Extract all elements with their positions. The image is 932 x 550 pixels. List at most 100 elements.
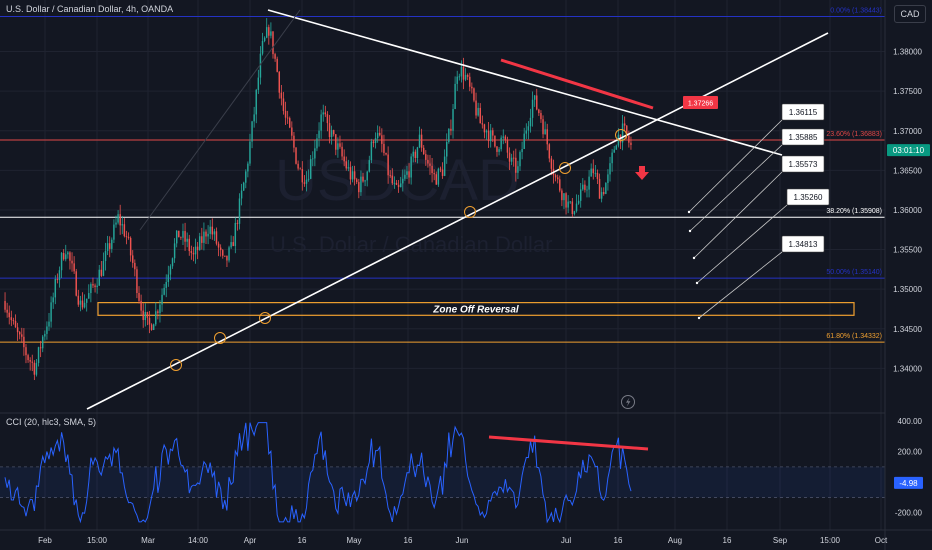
candle-body bbox=[121, 224, 124, 226]
drawing-tools[interactable] bbox=[86, 9, 829, 410]
target-box bbox=[781, 155, 825, 173]
candle-body bbox=[268, 27, 270, 36]
price-tick: 1.34500 bbox=[893, 325, 922, 334]
cci-tick: -200.00 bbox=[895, 509, 923, 518]
candle-body bbox=[316, 138, 318, 149]
candle-body bbox=[213, 231, 216, 235]
candle-body bbox=[157, 311, 159, 314]
candle-body bbox=[150, 324, 153, 330]
time-tick: Oct bbox=[875, 536, 888, 545]
candle-body bbox=[88, 293, 90, 299]
cci-divergence-line bbox=[488, 435, 649, 451]
candle-body bbox=[391, 175, 394, 184]
candle-body bbox=[236, 222, 239, 224]
candle-body bbox=[611, 152, 613, 164]
candle-body bbox=[167, 274, 170, 282]
candle-body bbox=[404, 174, 406, 179]
target-box bbox=[786, 188, 830, 206]
candle-body bbox=[90, 284, 92, 294]
candle-body bbox=[169, 266, 172, 275]
candle-body bbox=[132, 255, 134, 263]
candle-body bbox=[165, 281, 167, 288]
candle-body bbox=[412, 151, 414, 157]
price-tick: 1.37500 bbox=[893, 87, 922, 96]
candle-body bbox=[420, 134, 423, 148]
candle-body bbox=[592, 168, 595, 174]
candle-body bbox=[96, 285, 98, 288]
target-leader bbox=[698, 251, 783, 319]
candle-body bbox=[466, 74, 469, 77]
price-tick: 1.37000 bbox=[893, 127, 922, 136]
symbol-title[interactable]: U.S. Dollar / Canadian Dollar, 4h, OANDA bbox=[6, 4, 174, 14]
candle-body bbox=[115, 222, 117, 225]
currency-button[interactable]: CAD bbox=[894, 5, 926, 23]
descending-trendline bbox=[267, 9, 783, 156]
candle-body bbox=[492, 130, 494, 136]
candle-body bbox=[85, 298, 88, 303]
candle-body bbox=[31, 361, 33, 363]
price-tick: 1.35500 bbox=[893, 246, 922, 255]
candle-body bbox=[284, 110, 287, 118]
lightning-icon[interactable] bbox=[621, 395, 635, 409]
reversal-zone: Zone Off Reversal bbox=[97, 302, 855, 316]
candle-body bbox=[485, 130, 488, 133]
candle-body bbox=[598, 178, 601, 199]
candle-body bbox=[385, 152, 387, 155]
ascending-trendline bbox=[86, 32, 829, 410]
candle-body bbox=[245, 171, 247, 183]
price-tick: 1.36500 bbox=[893, 166, 922, 175]
candle-body bbox=[324, 112, 327, 115]
candle-body bbox=[142, 310, 144, 321]
candle-body bbox=[56, 279, 59, 281]
candle-body bbox=[119, 214, 121, 226]
candle-body bbox=[512, 157, 515, 159]
candle-body bbox=[276, 58, 278, 72]
price-divergence-line bbox=[500, 58, 654, 110]
candle-body bbox=[4, 301, 6, 310]
candle-body bbox=[387, 154, 389, 176]
candle-body bbox=[222, 250, 224, 256]
candle-body bbox=[104, 251, 107, 262]
candle-body bbox=[628, 135, 630, 143]
target-price: 1.34813 bbox=[789, 240, 818, 249]
candle-body bbox=[529, 117, 532, 127]
candle-body bbox=[565, 193, 567, 208]
candle-body bbox=[422, 147, 425, 155]
candle-body bbox=[6, 309, 8, 313]
candle-body bbox=[561, 190, 563, 201]
candle-body bbox=[481, 123, 484, 125]
candle-body bbox=[406, 171, 408, 175]
candle-body bbox=[144, 311, 147, 321]
target-box bbox=[781, 103, 825, 121]
candle-body bbox=[556, 177, 559, 180]
time-axis[interactable]: Feb 15:00 Mar 14:00 Apr 16 May 16 Jun Jul 16 Aug 16 S… bbox=[38, 536, 888, 545]
candle-body bbox=[615, 145, 618, 150]
time-tick: Aug bbox=[668, 536, 682, 545]
indicator-label[interactable]: CCI (20, hlc3, SMA, 5) bbox=[6, 417, 97, 427]
candle-body bbox=[148, 317, 151, 325]
price-axis[interactable]: 1.38000 1.37500 1.37000 1.36500 1.36000 1.355… bbox=[887, 48, 930, 518]
candle-body bbox=[219, 247, 222, 251]
candle-body bbox=[351, 171, 354, 180]
candle-body bbox=[500, 137, 502, 150]
candle-body bbox=[383, 143, 385, 153]
candle-body bbox=[477, 107, 479, 116]
candle-body bbox=[427, 159, 429, 164]
candle-body bbox=[431, 165, 433, 174]
zone-box bbox=[97, 302, 855, 316]
candle-body bbox=[425, 154, 427, 160]
candle-body bbox=[358, 182, 360, 193]
candle-body bbox=[439, 168, 442, 170]
candle-body bbox=[337, 143, 339, 150]
target-box bbox=[781, 235, 825, 253]
target-badge-text: 1.37266 bbox=[688, 101, 713, 108]
candle-body bbox=[339, 143, 341, 147]
candle-body bbox=[515, 157, 517, 173]
candle-body bbox=[475, 100, 477, 116]
fib-label: 0.00% (1.38443) bbox=[830, 7, 882, 14]
candle-body bbox=[623, 123, 626, 126]
candle-body bbox=[184, 231, 186, 242]
candle-body bbox=[35, 363, 38, 375]
target-leader bbox=[696, 204, 788, 284]
